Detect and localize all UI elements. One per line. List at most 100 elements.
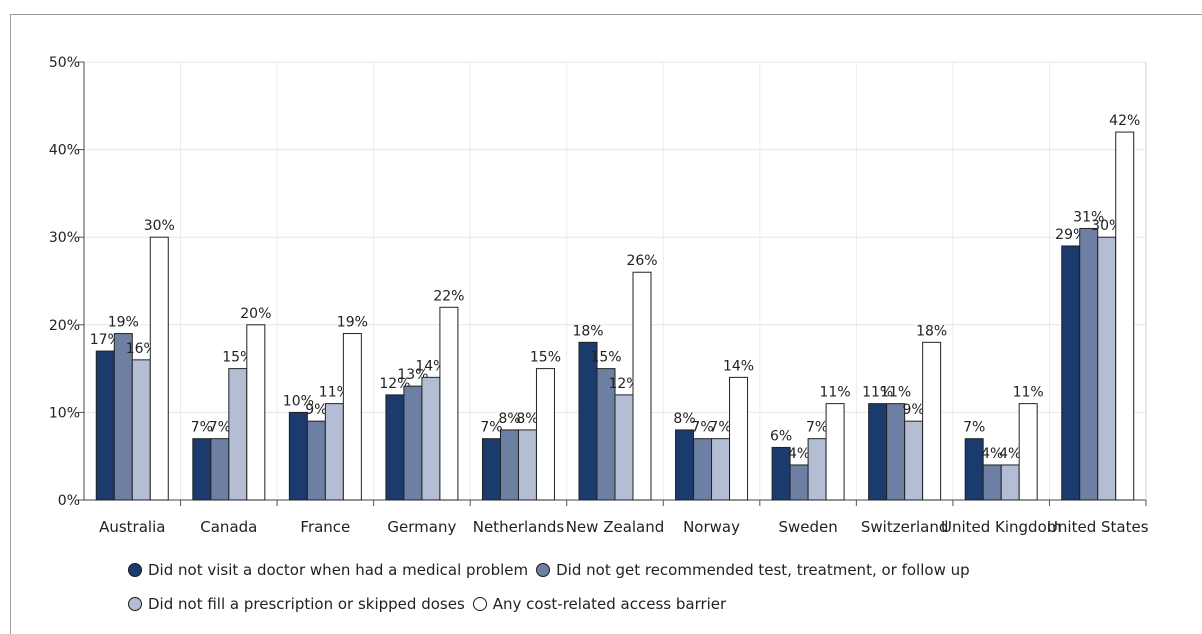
bar bbox=[922, 341, 942, 501]
data-label: 7% bbox=[480, 420, 502, 436]
bar bbox=[499, 429, 519, 501]
data-label: 4% bbox=[788, 446, 810, 462]
bar bbox=[246, 324, 266, 501]
data-label: 9% bbox=[903, 402, 925, 418]
x-tick-label: Germany bbox=[387, 518, 456, 536]
legend-label-2: Did not fill a prescription or skipped d… bbox=[148, 595, 465, 613]
data-label: 7% bbox=[963, 420, 985, 436]
x-tick-label: Canada bbox=[200, 518, 257, 536]
bar bbox=[825, 403, 845, 501]
data-label: 7% bbox=[709, 420, 731, 436]
bar bbox=[982, 464, 1002, 501]
y-tick-label: 0% bbox=[58, 493, 80, 509]
bar bbox=[149, 236, 169, 501]
bar bbox=[324, 403, 344, 501]
data-label: 8% bbox=[516, 411, 538, 427]
bar bbox=[210, 438, 230, 501]
legend-swatch-1 bbox=[536, 563, 551, 577]
legend-item-1: Did not get recommended test, treatment,… bbox=[536, 561, 970, 579]
bar bbox=[632, 271, 652, 501]
bar bbox=[113, 333, 133, 501]
data-label: 11% bbox=[319, 385, 350, 401]
data-label: 30% bbox=[1091, 218, 1122, 234]
bar bbox=[789, 464, 809, 501]
bar bbox=[306, 420, 326, 501]
bar bbox=[517, 429, 537, 501]
legend-item-3: Any cost-related access barrier bbox=[472, 595, 727, 613]
bar bbox=[1097, 236, 1117, 501]
legend-label-1: Did not get recommended test, treatment,… bbox=[556, 561, 970, 579]
data-label: 19% bbox=[337, 315, 368, 331]
data-label: 11% bbox=[820, 385, 851, 401]
bar bbox=[288, 411, 308, 501]
bar bbox=[729, 376, 749, 501]
bar bbox=[385, 394, 405, 501]
bar bbox=[1115, 131, 1135, 501]
data-label: 11% bbox=[880, 385, 911, 401]
data-label: 13% bbox=[397, 367, 428, 383]
x-tick-label: New Zealand bbox=[566, 518, 665, 536]
data-label: 8% bbox=[498, 411, 520, 427]
x-tick-label: Sweden bbox=[778, 518, 837, 536]
legend-swatch-2 bbox=[128, 597, 142, 611]
bar bbox=[342, 333, 362, 501]
data-label: 16% bbox=[126, 341, 157, 357]
data-label: 19% bbox=[108, 315, 139, 331]
data-label: 6% bbox=[770, 428, 792, 444]
x-tick-label: Norway bbox=[683, 518, 740, 536]
data-label: 29% bbox=[1055, 227, 1086, 243]
x-tick-label: United States bbox=[1047, 518, 1149, 536]
legend-swatch-0 bbox=[128, 563, 142, 577]
bar bbox=[1079, 227, 1099, 501]
bar bbox=[1018, 403, 1038, 501]
bar bbox=[904, 420, 924, 501]
x-tick-label: France bbox=[300, 518, 350, 536]
data-label: 18% bbox=[572, 323, 603, 339]
bar bbox=[693, 438, 713, 501]
data-label: 22% bbox=[433, 288, 464, 304]
y-tick-label: 20% bbox=[49, 318, 80, 334]
bar bbox=[807, 438, 827, 501]
bar bbox=[95, 350, 115, 501]
bar-chart: 0%10%20%30%40%50%17%19%16%30%Australia7%… bbox=[49, 55, 1149, 536]
y-tick-label: 10% bbox=[49, 405, 80, 421]
data-label: 11% bbox=[1013, 385, 1044, 401]
y-tick-label: 30% bbox=[49, 230, 80, 246]
legend-label-0: Did not visit a doctor when had a medica… bbox=[148, 561, 529, 579]
bar bbox=[711, 438, 731, 501]
data-label: 10% bbox=[283, 393, 314, 409]
bar bbox=[403, 385, 423, 501]
bar bbox=[439, 306, 459, 501]
data-label: 30% bbox=[144, 218, 175, 234]
data-label: 8% bbox=[673, 411, 695, 427]
bar bbox=[578, 341, 598, 501]
bar bbox=[614, 394, 634, 501]
data-label: 15% bbox=[590, 350, 621, 366]
bar bbox=[481, 438, 501, 501]
bar bbox=[868, 403, 888, 501]
bar bbox=[675, 429, 695, 501]
data-label: 4% bbox=[981, 446, 1003, 462]
legend-swatch-3 bbox=[472, 597, 487, 611]
data-label: 26% bbox=[626, 253, 657, 269]
data-label: 7% bbox=[806, 420, 828, 436]
legend-item-0: Did not visit a doctor when had a medica… bbox=[128, 561, 528, 579]
data-label: 31% bbox=[1073, 209, 1104, 225]
legend-row-2: Did not fill a prescription or skipped d… bbox=[128, 594, 734, 614]
data-label: 42% bbox=[1109, 113, 1140, 129]
data-label: 15% bbox=[222, 350, 253, 366]
data-label: 20% bbox=[240, 306, 271, 322]
chart-frame bbox=[10, 14, 1202, 634]
legend-row-1: Did not visit a doctor when had a medica… bbox=[128, 560, 978, 580]
bar bbox=[1061, 245, 1081, 501]
data-label: 7% bbox=[691, 420, 713, 436]
x-tick-label: Australia bbox=[99, 518, 165, 536]
data-label: 7% bbox=[191, 420, 213, 436]
data-label: 9% bbox=[305, 402, 327, 418]
y-tick-label: 50% bbox=[49, 55, 80, 71]
data-label: 17% bbox=[90, 332, 121, 348]
legend-label-3: Any cost-related access barrier bbox=[492, 595, 727, 613]
legend-item-2: Did not fill a prescription or skipped d… bbox=[128, 595, 465, 613]
bar bbox=[192, 438, 212, 501]
y-tick-label: 40% bbox=[49, 143, 80, 159]
